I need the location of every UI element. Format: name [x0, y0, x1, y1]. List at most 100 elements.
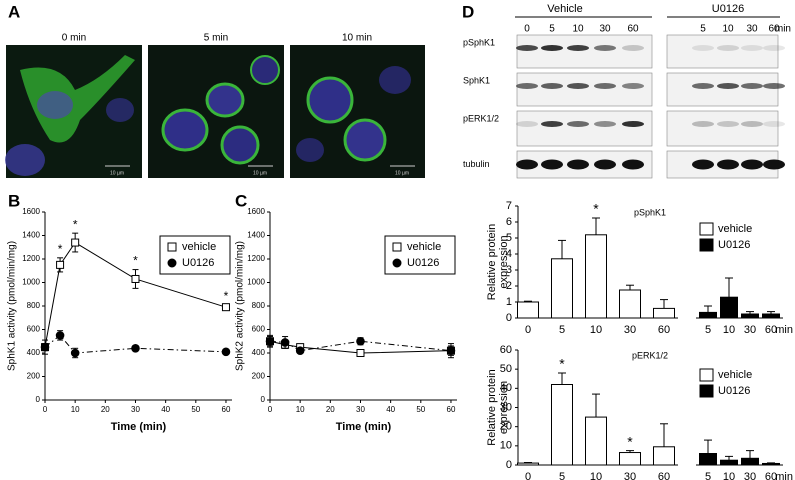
- y-tick-label: 0: [36, 395, 41, 404]
- y-tick-label: 4: [506, 248, 512, 260]
- blot-band: [622, 83, 644, 89]
- error-bar: [746, 450, 754, 459]
- legend-box: [384, 235, 456, 275]
- legend-marker: [699, 368, 714, 382]
- error-bar: [558, 372, 566, 385]
- bar: [762, 462, 780, 466]
- panel-label: B: [8, 191, 20, 210]
- blot-band: [741, 159, 763, 170]
- blot-band: [567, 121, 589, 127]
- y-tick-label: 1200: [22, 254, 40, 263]
- legend-marker: [167, 258, 177, 268]
- marker: [131, 274, 140, 283]
- scale-bar-label: 10 µm: [253, 170, 267, 176]
- x-tick-label: 30: [744, 471, 756, 480]
- lane-label: 60: [627, 24, 639, 35]
- bar: [720, 296, 738, 319]
- x-tick-label: 10: [296, 405, 305, 414]
- y-tick-label: 50: [500, 363, 512, 375]
- x-tick-label: 30: [624, 471, 636, 480]
- annotation: *: [593, 201, 599, 217]
- bar: [762, 313, 780, 319]
- y-tick-label: 6: [506, 216, 512, 228]
- x-tick-label: 60: [447, 405, 456, 414]
- blot-band: [594, 121, 616, 127]
- blot-band: [622, 121, 644, 127]
- y-tick-label: 1400: [247, 231, 265, 240]
- blot-band: [567, 45, 589, 51]
- lane-label: 60: [768, 24, 780, 35]
- x-tick-label: 10: [590, 471, 602, 480]
- legend-label: vehicle: [718, 369, 752, 381]
- legend-marker: [699, 238, 714, 252]
- y-axis-label: expression: [498, 235, 510, 288]
- y-tick-label: 1200: [247, 254, 265, 263]
- blot-frame: [516, 72, 653, 107]
- blot-frame: [516, 34, 653, 69]
- y-tick-label: 400: [252, 348, 266, 357]
- x-tick-label: 10: [590, 324, 602, 336]
- bar: [720, 459, 738, 466]
- x-tick-label: 5: [559, 471, 565, 480]
- blot-group: U0126: [712, 3, 744, 15]
- scale-bar-label: 10 µm: [110, 170, 124, 176]
- blot-band: [622, 159, 644, 170]
- bar: [619, 452, 641, 466]
- y-tick-label: 400: [27, 348, 41, 357]
- bar: [551, 258, 573, 319]
- annotation: *: [627, 433, 633, 449]
- y-axis-label: expression: [498, 381, 510, 434]
- blot-band: [567, 159, 589, 170]
- y-tick-label: 200: [27, 372, 41, 381]
- lane-label: 30: [599, 24, 611, 35]
- legend-marker: [392, 258, 402, 268]
- y-tick-label: 0: [261, 395, 266, 404]
- lane-label: 5: [549, 24, 555, 35]
- blot-band: [541, 159, 563, 170]
- blot-band: [741, 45, 763, 51]
- blot-row-label: pERK1/2: [463, 113, 499, 123]
- y-tick-label: 1: [506, 296, 512, 308]
- blot-band: [516, 83, 538, 89]
- y-tick-label: 1600: [247, 207, 265, 216]
- chart-title: pSphK1: [634, 207, 666, 217]
- annotation: *: [224, 289, 229, 303]
- x-tick-label: 0: [268, 405, 273, 414]
- legend-box: [159, 235, 231, 275]
- error-bar: [660, 299, 668, 309]
- error-bar: [725, 455, 733, 461]
- panel-label: A: [8, 2, 20, 21]
- blot-band: [567, 83, 589, 89]
- x-tick-label: 5: [559, 324, 565, 336]
- marker: [70, 348, 80, 358]
- x-tick-label: 5: [705, 324, 711, 336]
- error-bar: [725, 277, 733, 298]
- blot-band: [541, 45, 563, 51]
- marker: [356, 336, 365, 346]
- y-tick-label: 800: [252, 301, 266, 310]
- y-tick-label: 1400: [22, 231, 40, 240]
- error-bar: [558, 239, 566, 259]
- x-tick-label: 30: [744, 324, 756, 336]
- y-tick-label: 1000: [22, 278, 40, 287]
- chart-title: pERK1/2: [632, 350, 668, 360]
- x-tick-label: 0: [525, 324, 531, 336]
- y-tick-label: 7: [506, 200, 512, 212]
- bar: [653, 307, 675, 319]
- blot-band: [692, 45, 714, 51]
- y-tick-label: 20: [500, 421, 512, 433]
- x-axis-label: min: [775, 471, 793, 480]
- marker: [131, 344, 140, 353]
- x-tick-label: 10: [723, 324, 735, 336]
- x-tick-label: 0: [525, 471, 531, 480]
- legend-label: vehicle: [182, 241, 216, 253]
- x-tick-label: 30: [624, 324, 636, 336]
- x-tick-label: 5: [705, 471, 711, 480]
- blot-frame: [666, 34, 779, 69]
- x-tick-label: 10: [723, 471, 735, 480]
- scale-bar-label: 10 µm: [395, 170, 409, 176]
- bar: [551, 384, 573, 466]
- y-axis-label: Relative protein: [486, 369, 498, 445]
- blot-band: [594, 159, 616, 170]
